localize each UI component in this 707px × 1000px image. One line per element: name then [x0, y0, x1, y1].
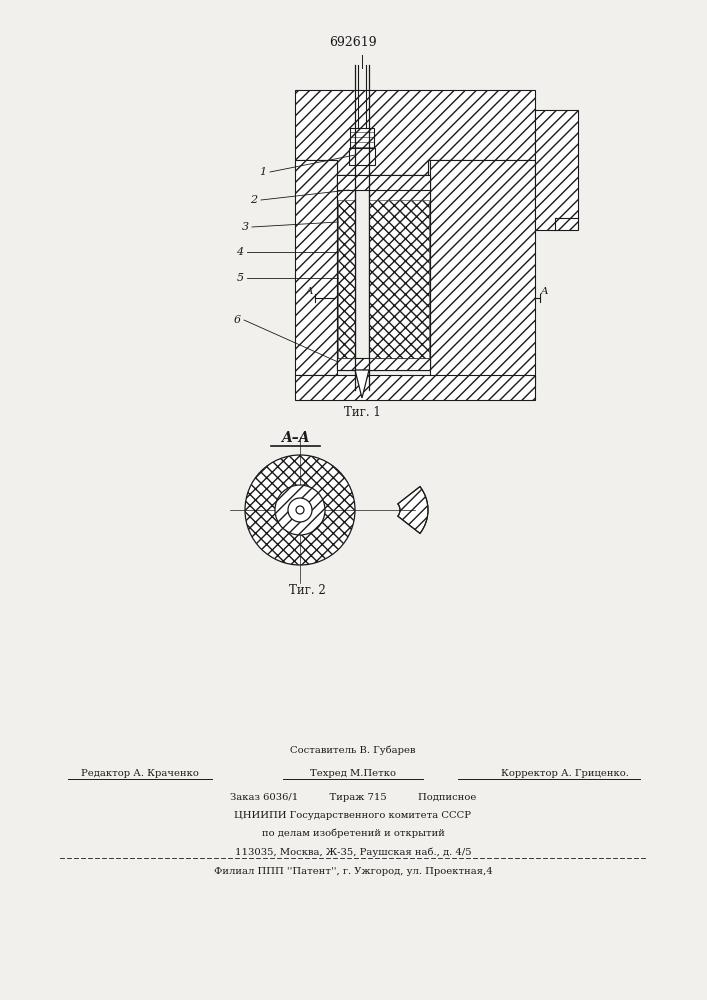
Circle shape: [288, 498, 312, 522]
Text: 113035, Москва, Ж-35, Раушская наб., д. 4/5: 113035, Москва, Ж-35, Раушская наб., д. …: [235, 847, 472, 857]
Polygon shape: [430, 160, 535, 385]
Text: Составитель В. Губарев: Составитель В. Губарев: [291, 745, 416, 755]
Polygon shape: [337, 175, 430, 190]
Text: A–A: A–A: [281, 431, 309, 445]
Text: 5: 5: [236, 273, 244, 283]
Polygon shape: [535, 110, 578, 230]
Polygon shape: [295, 90, 535, 175]
Text: Корректор А. Гриценко.: Корректор А. Гриценко.: [501, 768, 629, 778]
Text: ЦНИИПИ Государственного комитета СССР: ЦНИИПИ Государственного комитета СССР: [235, 812, 472, 820]
Circle shape: [245, 455, 355, 565]
Text: Техред М.Петко: Техред М.Петко: [310, 768, 396, 778]
Text: 3: 3: [241, 222, 249, 232]
Polygon shape: [337, 175, 355, 370]
Text: A: A: [542, 288, 549, 296]
Text: A: A: [306, 288, 314, 296]
Text: Τиг. 1: Τиг. 1: [344, 406, 380, 418]
Text: 1: 1: [259, 167, 267, 177]
Circle shape: [275, 485, 325, 535]
Polygon shape: [369, 200, 429, 358]
Text: 6: 6: [233, 315, 240, 325]
Polygon shape: [337, 358, 430, 370]
Polygon shape: [369, 175, 430, 370]
Text: Τиг. 2: Τиг. 2: [288, 584, 325, 596]
Polygon shape: [338, 200, 355, 358]
Polygon shape: [398, 487, 428, 533]
Text: Заказ 6036/1          Тираж 715          Подписное: Заказ 6036/1 Тираж 715 Подписное: [230, 792, 477, 802]
Text: по делам изобретений и открытий: по делам изобретений и открытий: [262, 828, 445, 838]
Polygon shape: [295, 160, 337, 375]
Polygon shape: [295, 375, 535, 400]
Circle shape: [296, 506, 304, 514]
Polygon shape: [349, 148, 375, 165]
Text: Редактор А. Краченко: Редактор А. Краченко: [81, 768, 199, 778]
Text: Филиал ППП ''Патент'', г. Ужгород, ул. Проектная,4: Филиал ППП ''Патент'', г. Ужгород, ул. П…: [214, 867, 492, 876]
Text: 2: 2: [250, 195, 257, 205]
Text: 692619: 692619: [329, 35, 377, 48]
Polygon shape: [350, 128, 374, 148]
Polygon shape: [355, 370, 369, 398]
Text: 4: 4: [236, 247, 244, 257]
